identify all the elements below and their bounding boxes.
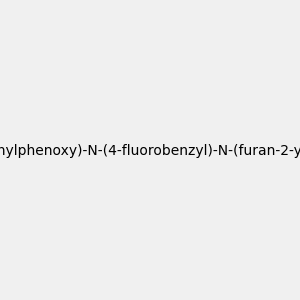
Text: 2-(4-chloro-2-methylphenoxy)-N-(4-fluorobenzyl)-N-(furan-2-ylmethyl)acetamide: 2-(4-chloro-2-methylphenoxy)-N-(4-fluoro… [0,145,300,158]
